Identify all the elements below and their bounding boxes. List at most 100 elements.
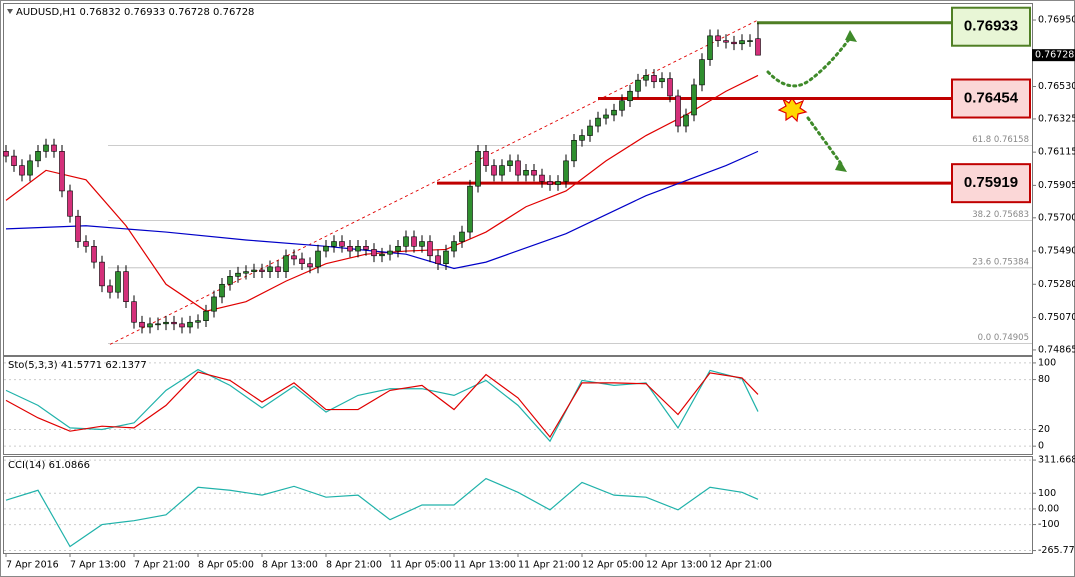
candle-body xyxy=(131,301,137,323)
candle-body xyxy=(19,165,25,176)
candle-body xyxy=(195,320,201,323)
candle-body xyxy=(723,40,729,43)
y-tick-label: 0.76325 xyxy=(1038,113,1075,124)
candle-body xyxy=(595,117,601,127)
x-tick-label: 8 Apr 13:00 xyxy=(262,560,318,571)
panel-title: AUDUSD,H1 0.76832 0.76933 0.76728 0.7672… xyxy=(16,7,254,18)
y-tick-label: 0.76530 xyxy=(1038,81,1075,92)
level-box xyxy=(951,6,1031,47)
candle-body xyxy=(75,215,81,242)
y-tick-label: 0.75905 xyxy=(1038,180,1075,191)
panel-title: Sto(5,3,3) 41.5771 62.1377 xyxy=(8,360,147,371)
candle-body xyxy=(491,165,497,176)
candle-body xyxy=(515,160,521,176)
candle-body xyxy=(91,245,97,263)
candle-body xyxy=(27,160,33,176)
fib-label: 38.2 0.75683 xyxy=(972,210,1029,220)
candle-body xyxy=(163,321,169,325)
candle-body xyxy=(67,190,73,217)
candle-body xyxy=(99,261,105,287)
candle-body xyxy=(699,59,705,86)
candle-body xyxy=(459,231,465,242)
candle-body xyxy=(579,135,585,141)
candle-body xyxy=(43,144,49,152)
candle-body xyxy=(587,125,593,136)
candle-body xyxy=(747,40,753,42)
main-panel xyxy=(3,3,1033,356)
candle-body xyxy=(531,170,537,176)
candle-body xyxy=(619,100,625,111)
candle-body xyxy=(219,283,225,298)
y-tick-label: 80 xyxy=(1038,374,1050,385)
candle-body xyxy=(451,241,457,252)
candle-body xyxy=(123,271,129,302)
candle-body xyxy=(691,84,697,116)
arrow-up xyxy=(766,36,852,88)
y-tick-label: -100 xyxy=(1038,519,1060,530)
stoch-panel xyxy=(3,356,1033,455)
candle-body xyxy=(363,245,369,250)
x-tick-label: 8 Apr 05:00 xyxy=(198,560,254,571)
candle-body xyxy=(563,160,569,182)
y-tick-label: 20 xyxy=(1038,424,1050,435)
candle-body xyxy=(635,79,641,92)
level-box xyxy=(951,78,1031,119)
current-price: 0.76728 xyxy=(1035,50,1074,61)
candle-body xyxy=(523,170,529,176)
candle-body xyxy=(475,151,481,187)
candle-body xyxy=(315,250,321,268)
panel-title: CCI(14) 61.0866 xyxy=(8,460,90,471)
candle-body xyxy=(347,245,353,252)
candle-body xyxy=(651,75,657,83)
x-tick-label: 12 Apr 21:00 xyxy=(710,560,772,571)
price-marker xyxy=(1032,49,1075,62)
candle-body xyxy=(83,241,89,247)
candle-body xyxy=(627,90,633,102)
y-tick-label: 0.75490 xyxy=(1038,246,1075,257)
y-tick-label: 0.75280 xyxy=(1038,279,1075,290)
candle-body xyxy=(331,241,337,247)
x-tick-label: 8 Apr 21:00 xyxy=(326,560,382,571)
x-tick-label: 11 Apr 05:00 xyxy=(390,560,452,571)
candle-body xyxy=(267,266,273,272)
level-box xyxy=(951,163,1031,204)
y-tick-label: 0.76115 xyxy=(1038,147,1075,158)
candle-body xyxy=(179,323,185,328)
candle-body xyxy=(299,258,305,265)
candle-body xyxy=(467,185,473,233)
candle-body xyxy=(411,236,417,247)
candle-body xyxy=(755,38,761,56)
candle-body xyxy=(243,271,249,274)
candle-body xyxy=(539,174,545,182)
candle-body xyxy=(339,241,345,247)
symbol-icon xyxy=(7,9,13,14)
indicator-line xyxy=(5,477,759,548)
candle-body xyxy=(547,181,553,185)
candle-body xyxy=(395,245,401,252)
candle-body xyxy=(675,95,681,127)
candle-body xyxy=(715,35,721,41)
fib-label: 61.8 0.76158 xyxy=(972,135,1029,145)
candle-body xyxy=(203,310,209,321)
candle-body xyxy=(683,114,689,127)
candle-body xyxy=(555,181,561,185)
y-tick-label: 0.75070 xyxy=(1038,312,1075,323)
candle-body xyxy=(307,263,313,268)
candle-body xyxy=(659,78,665,83)
indicator-line xyxy=(5,368,759,443)
candle-body xyxy=(11,155,17,166)
candle-body xyxy=(603,114,609,119)
candle-body xyxy=(507,160,513,166)
indicator-line xyxy=(5,371,759,439)
candle-body xyxy=(155,323,161,326)
x-tick-label: 12 Apr 05:00 xyxy=(582,560,644,571)
x-tick-label: 11 Apr 13:00 xyxy=(454,560,516,571)
y-tick-label: 0.75700 xyxy=(1038,212,1075,223)
burst-icon xyxy=(777,96,808,123)
level-label: 0.76933 xyxy=(964,18,1018,35)
candle-body xyxy=(707,35,713,60)
trend-line xyxy=(109,19,759,345)
candle-body xyxy=(419,241,425,247)
